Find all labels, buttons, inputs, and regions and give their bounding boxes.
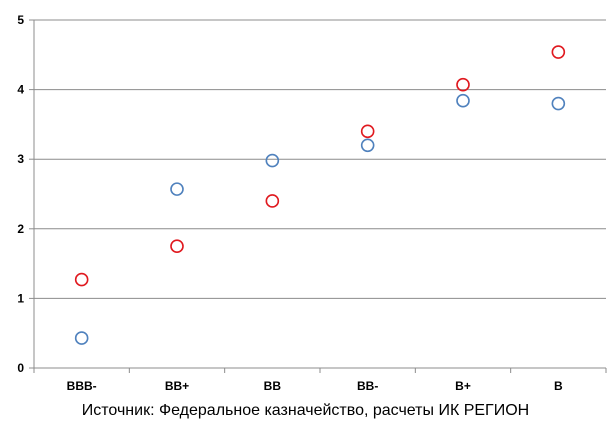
data-point-series-1: [456, 93, 470, 108]
data-point-series-2: [551, 45, 566, 59]
grid-lines: [34, 19, 606, 299]
x-tick-label: BB: [264, 379, 282, 393]
y-tick-label: 3: [17, 152, 24, 166]
x-tick-label: BBB-: [67, 379, 97, 393]
x-tick-label: B+: [455, 379, 471, 393]
source-note: Источник: Федеральное казначейство, расч…: [81, 402, 530, 419]
data-point-series-1: [265, 153, 280, 168]
data-point-series-1: [74, 331, 89, 345]
data-point-series-2: [74, 272, 89, 287]
data-point-series-2: [265, 194, 280, 208]
y-tick-label: 5: [17, 13, 24, 27]
y-tick-label: 1: [17, 291, 24, 305]
data-point-series-1: [170, 182, 184, 196]
x-tick-labels: BBB- BB+ BB BB- B+ B: [67, 379, 563, 393]
scatter-chart: 0 1 2 3 4 5 BBB- BB+ BB BB- B+ B: [17, 13, 607, 393]
y-tick-labels: 0 1 2 3 4 5: [17, 13, 24, 375]
data-point-series-1: [551, 96, 566, 111]
x-tick-label: BB+: [165, 379, 189, 393]
data-point-series-2: [360, 124, 375, 139]
y-tick-label: 0: [17, 361, 24, 375]
data-point-series-2: [170, 239, 184, 253]
data-point-series-1: [360, 138, 375, 153]
x-tick-label: BB-: [357, 379, 378, 393]
data-points: [74, 45, 566, 345]
y-tick-label: 2: [17, 222, 24, 236]
y-tick-label: 4: [17, 83, 24, 97]
axes: [29, 19, 607, 373]
x-tick-label: B: [554, 379, 563, 393]
data-point-series-2: [456, 77, 470, 92]
